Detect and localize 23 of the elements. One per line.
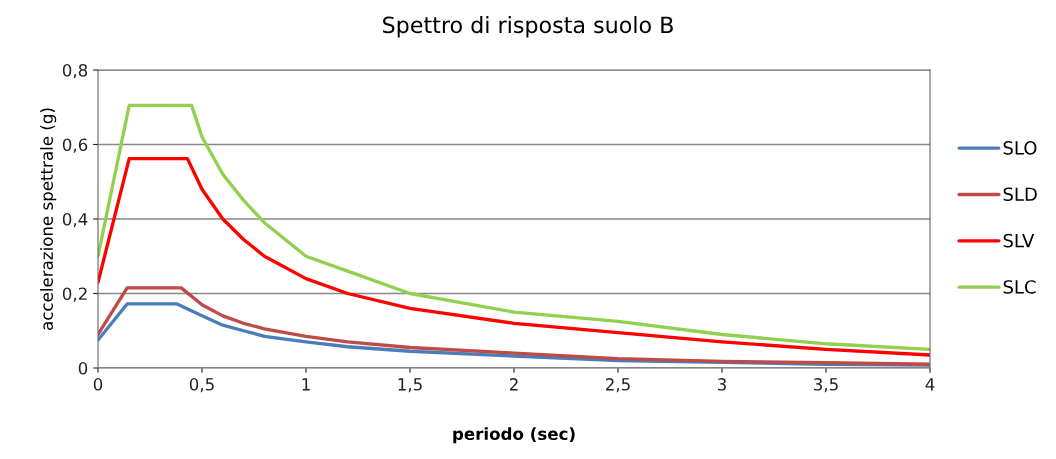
x-axis-title: periodo (sec) xyxy=(453,427,575,444)
x-tick-label: 0 xyxy=(93,378,103,391)
y-tick-label: 0,2 xyxy=(62,287,87,302)
x-tick-label: 1,5 xyxy=(398,378,422,393)
legend-label: SLO xyxy=(1003,141,1037,155)
x-tick-label: 1 xyxy=(302,378,310,391)
chart-title: Spettro di risposta suolo B xyxy=(383,16,673,38)
y-tick-label: 0,8 xyxy=(62,63,88,79)
y-tick-label: 0,6 xyxy=(62,138,88,153)
line-series xyxy=(98,156,930,357)
y-tick-label: 0,4 xyxy=(62,212,88,228)
y-tick-label: 0 xyxy=(78,361,88,375)
legend-label: SLD xyxy=(1003,187,1037,202)
x-tick-label: 4 xyxy=(925,378,935,391)
x-tick-label: 3 xyxy=(717,378,726,391)
x-tick-label: 3,5 xyxy=(814,378,838,393)
x-tick-label: 2 xyxy=(509,378,518,391)
line-series xyxy=(98,103,930,352)
legend-label: SLC xyxy=(1003,280,1036,294)
y-axis-title: accelerazione spettrale (g) xyxy=(40,108,57,330)
x-tick-label: 2,5 xyxy=(605,378,630,393)
x-tick-label: 0,5 xyxy=(189,378,214,393)
legend-label: SLV xyxy=(1003,233,1035,248)
